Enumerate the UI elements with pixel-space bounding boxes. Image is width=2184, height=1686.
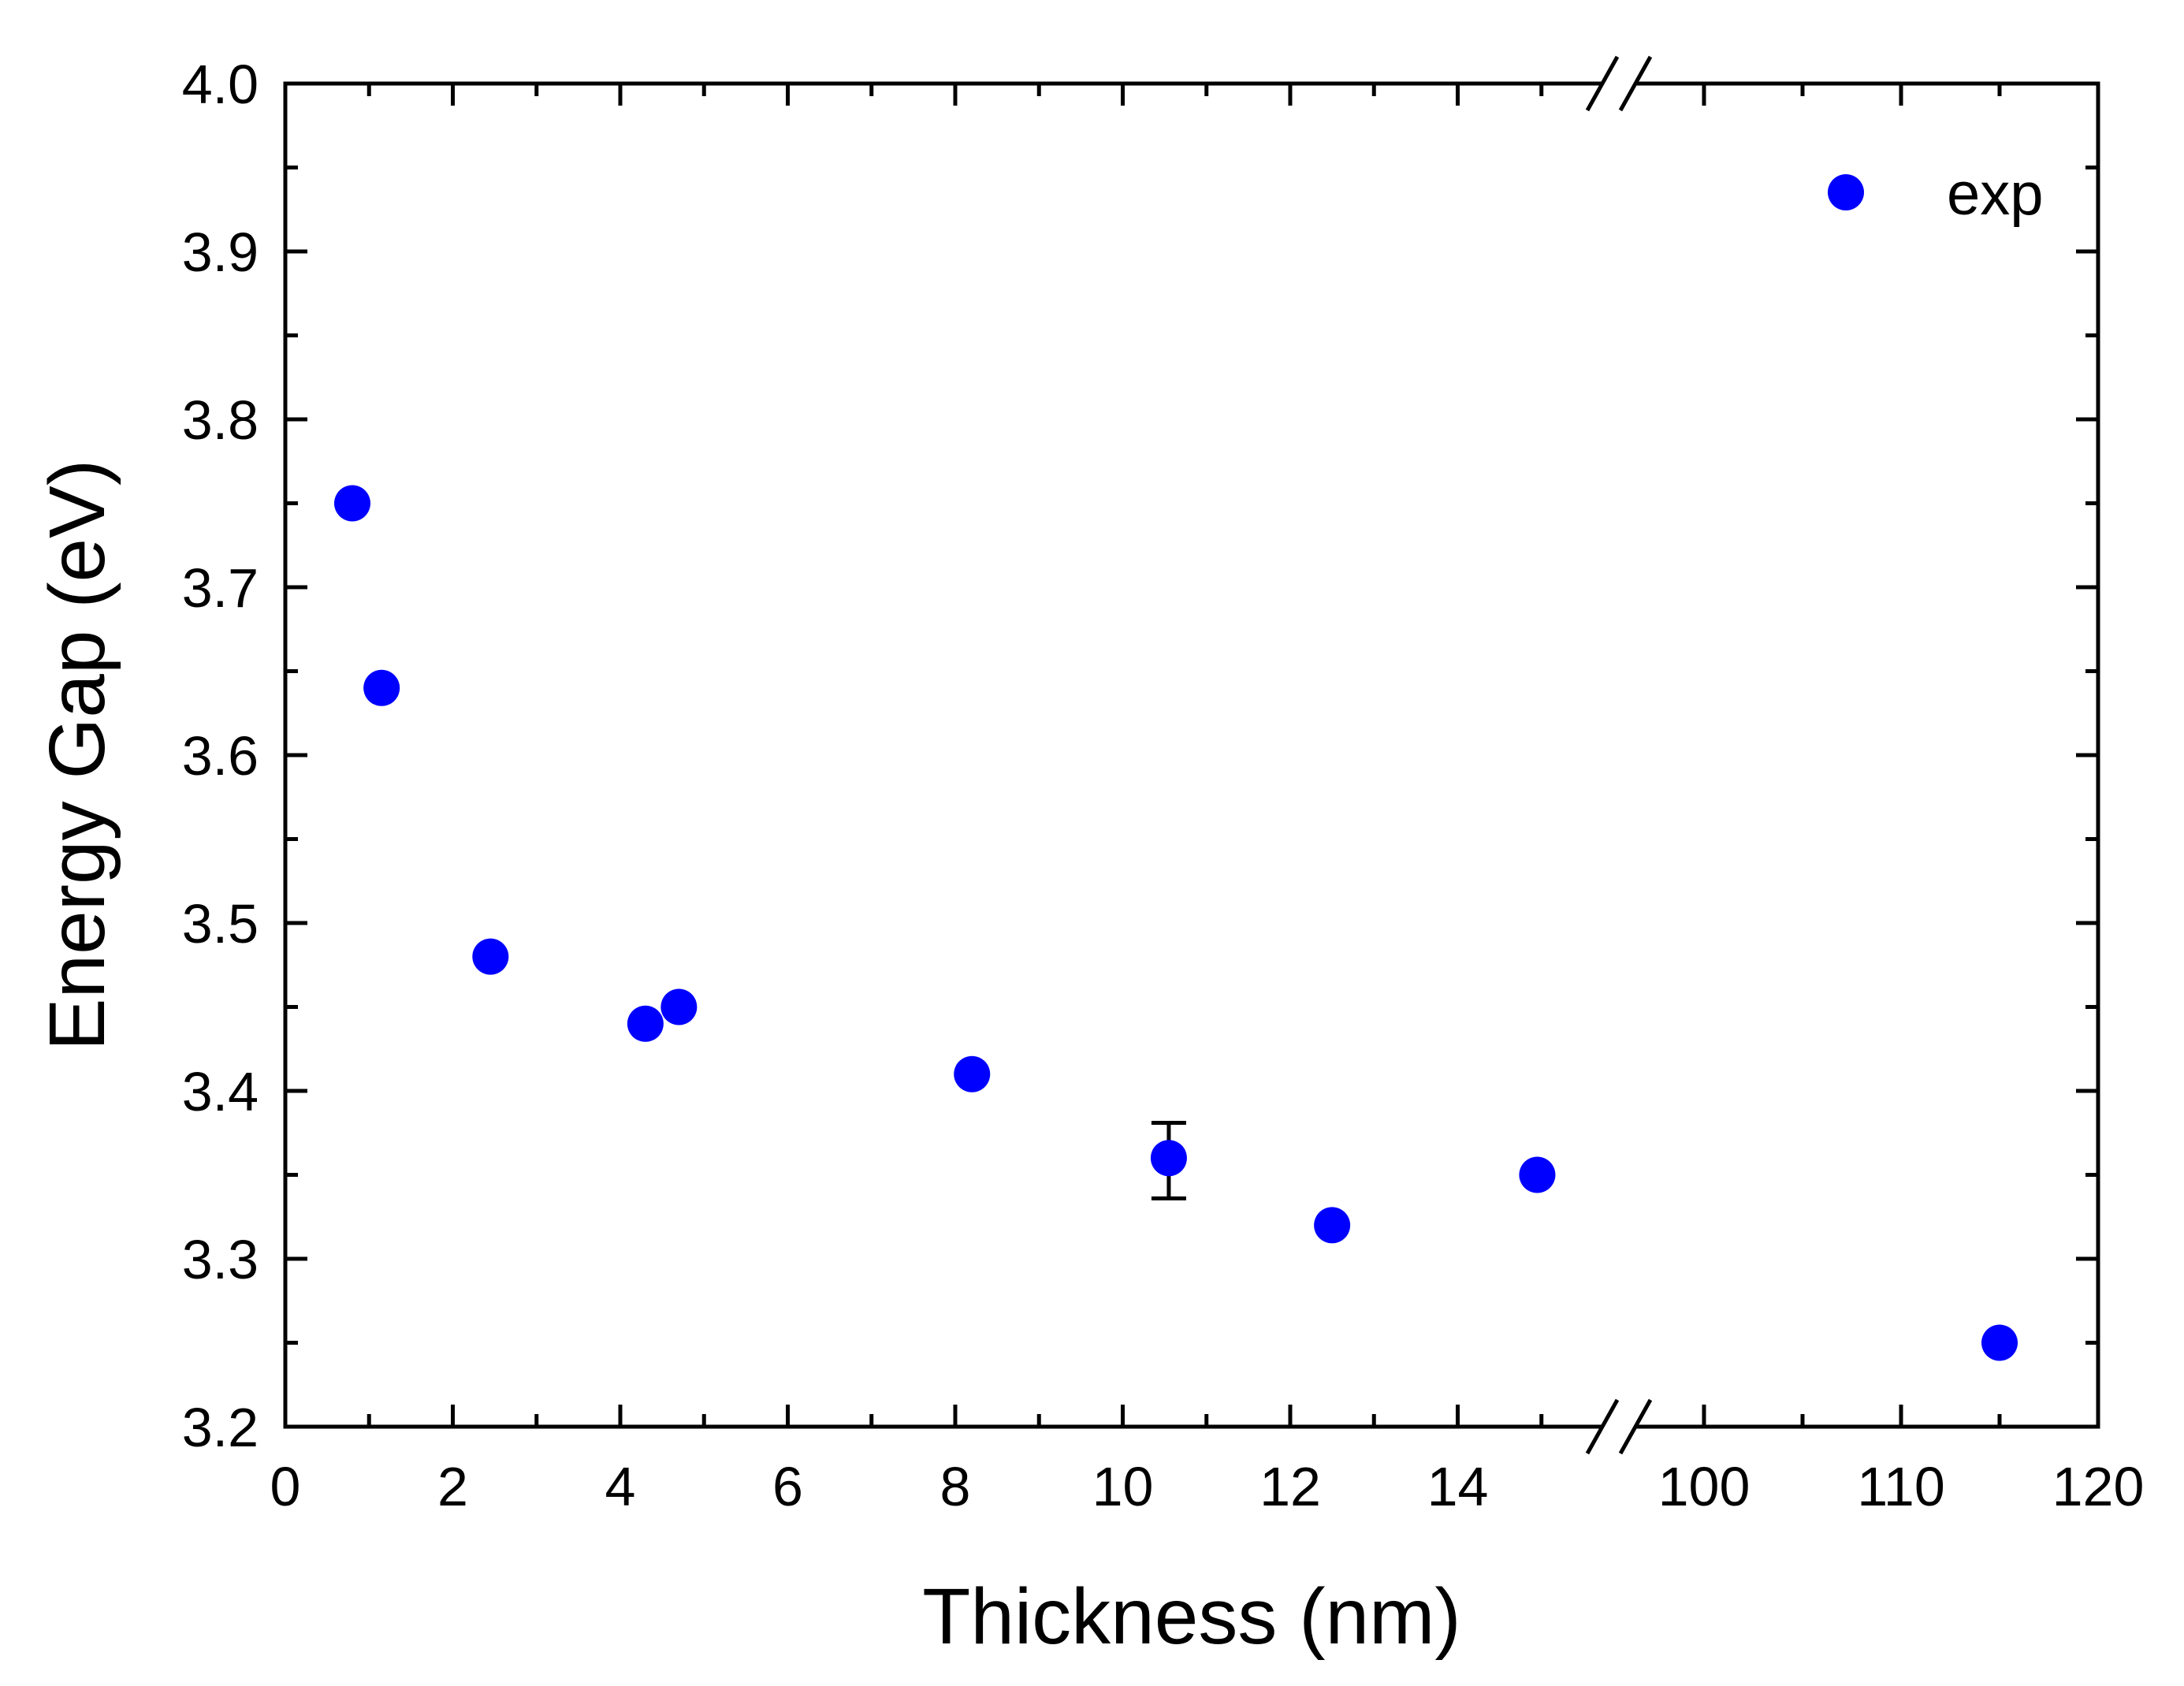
x-tick-label: 110: [1857, 1456, 1945, 1517]
y-tick-label: 4.0: [182, 54, 259, 115]
x-tick-label: 6: [772, 1456, 803, 1517]
data-point: [363, 669, 400, 706]
y-tick-label: 3.6: [182, 725, 259, 787]
data-point: [1150, 1140, 1187, 1177]
x-tick-labels: 0 2 4 6 8 10 12 14 100 110 120: [270, 1456, 2145, 1517]
axis-break-slash: [1618, 1398, 1653, 1455]
data-point: [660, 988, 698, 1025]
legend-label-exp: exp: [1947, 161, 2044, 228]
axis-ticks: [283, 81, 2100, 1429]
data-point: [1519, 1156, 1556, 1193]
axis-break-gap: [1603, 77, 1635, 90]
axis-break-gap: [1603, 1420, 1635, 1433]
axis-break-slash: [1585, 1398, 1620, 1455]
data-point: [472, 938, 509, 975]
x-tick-label: 120: [2052, 1456, 2145, 1517]
data-point: [334, 485, 370, 522]
data-point: [954, 1055, 991, 1092]
y-axis-title: Energy Gap (eV): [33, 460, 121, 1051]
data-point: [1981, 1324, 2018, 1361]
y-tick-label: 3.5: [182, 893, 259, 955]
data-point: [627, 1005, 664, 1042]
x-tick-label: 14: [1427, 1456, 1489, 1517]
x-tick-label: 4: [605, 1456, 636, 1517]
data-point: [1314, 1207, 1351, 1244]
x-tick-label: 2: [437, 1456, 468, 1517]
y-tick-label: 3.4: [182, 1061, 259, 1122]
y-tick-labels: 3.2 3.3 3.4 3.5 3.6 3.7 3.8 3.9 4.0: [182, 54, 259, 1458]
axis-break-slash: [1585, 55, 1620, 112]
plot-frame: [283, 81, 2100, 1429]
y-tick-label: 3.2: [182, 1397, 259, 1458]
legend-marker-exp: [1828, 174, 1864, 210]
data-points: [334, 485, 2018, 1361]
y-tick-label: 3.8: [182, 389, 259, 451]
axis-break-marks: [1585, 55, 1653, 1455]
axis-break-slash: [1618, 55, 1653, 112]
x-axis-title: Thickness (nm): [922, 1572, 1460, 1661]
x-tick-label: 8: [940, 1456, 971, 1517]
y-tick-label: 3.9: [182, 221, 259, 283]
legend: exp: [1828, 161, 2044, 228]
x-tick-label: 10: [1092, 1456, 1154, 1517]
y-tick-label: 3.3: [182, 1229, 259, 1290]
y-tick-label: 3.7: [182, 557, 259, 619]
x-tick-label: 0: [270, 1456, 301, 1517]
x-tick-label: 100: [1658, 1456, 1751, 1517]
x-tick-label: 12: [1259, 1456, 1321, 1517]
